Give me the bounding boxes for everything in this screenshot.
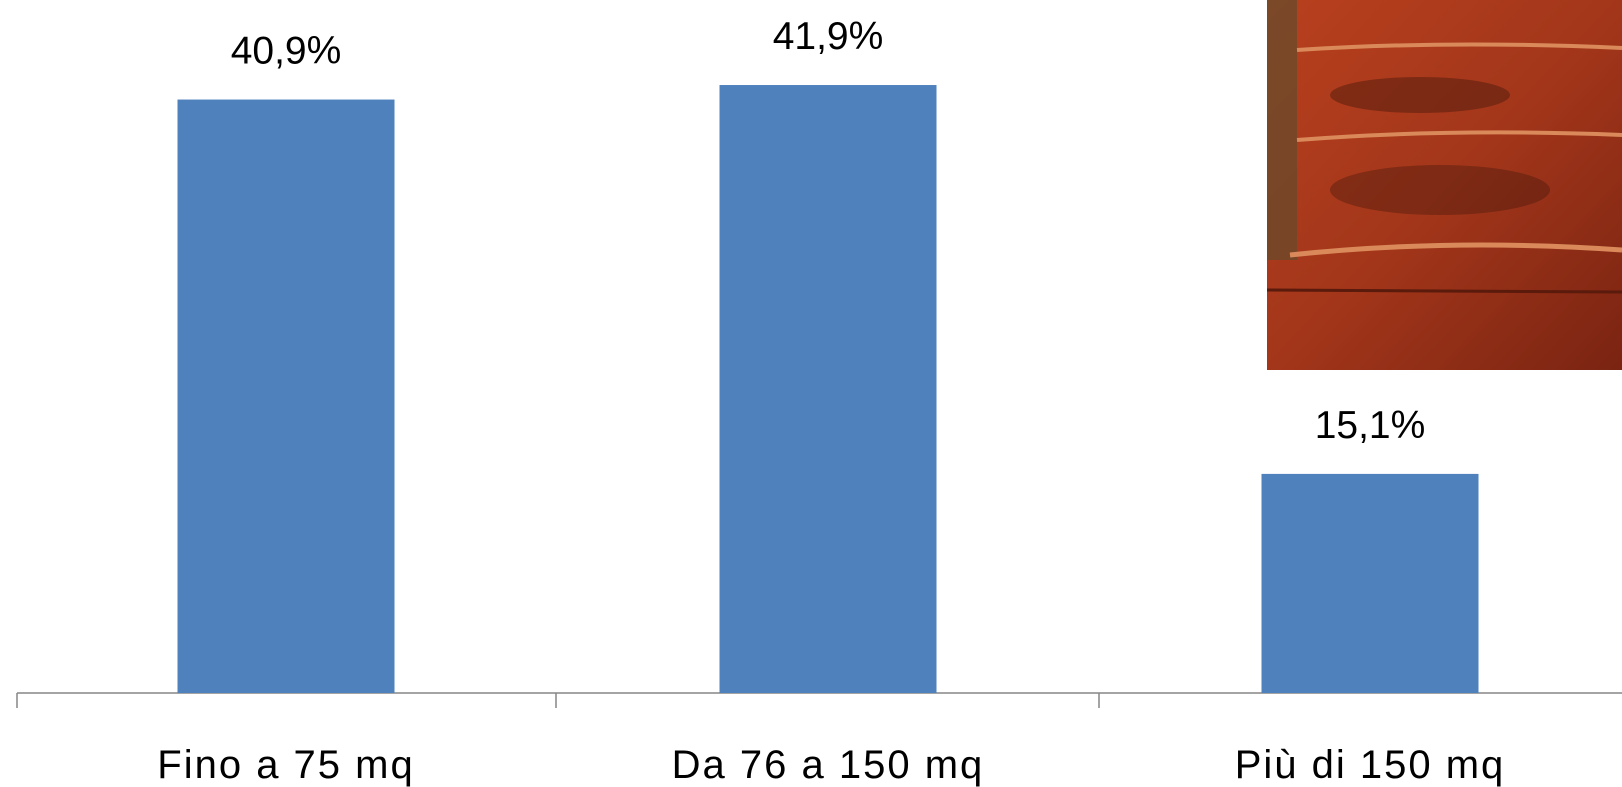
- bar: [177, 99, 395, 693]
- x-axis: [16, 692, 1622, 708]
- x-tick-label: Da 76 a 150 mq: [672, 743, 985, 787]
- value-label: 15,1%: [1315, 404, 1426, 447]
- bar: [719, 85, 937, 693]
- value-label: 41,9%: [773, 15, 884, 58]
- stairs-photo: [1266, 0, 1622, 370]
- value-label: 40,9%: [231, 30, 342, 73]
- x-tick-label: Fino a 75 mq: [157, 743, 414, 787]
- bar: [1261, 473, 1479, 693]
- x-tick-label: Più di 150 mq: [1235, 743, 1506, 787]
